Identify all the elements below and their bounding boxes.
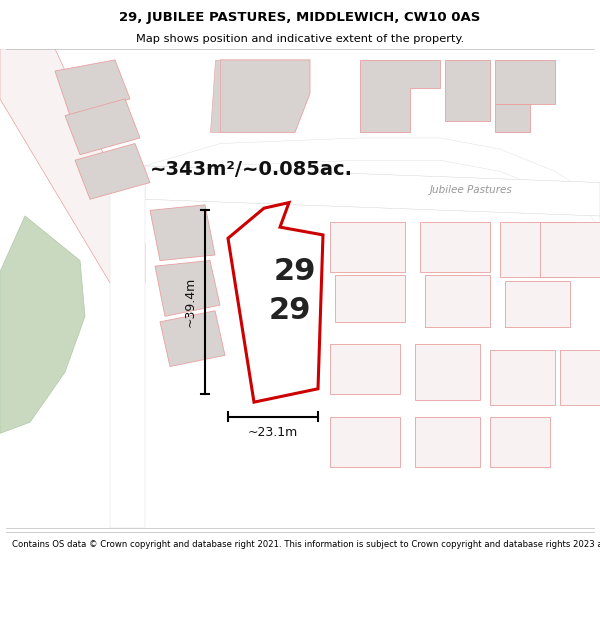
Polygon shape	[145, 138, 600, 227]
Polygon shape	[330, 417, 400, 467]
Text: Jubilee Pastures: Jubilee Pastures	[430, 186, 513, 196]
Polygon shape	[150, 205, 215, 261]
Polygon shape	[330, 221, 405, 272]
Polygon shape	[160, 311, 225, 366]
Polygon shape	[55, 60, 130, 116]
Polygon shape	[210, 60, 220, 132]
Polygon shape	[505, 281, 570, 328]
Text: 29, JUBILEE PASTURES, MIDDLEWICH, CW10 0AS: 29, JUBILEE PASTURES, MIDDLEWICH, CW10 0…	[119, 11, 481, 24]
Polygon shape	[540, 221, 600, 278]
Polygon shape	[75, 144, 150, 199]
Polygon shape	[335, 275, 405, 322]
Polygon shape	[495, 104, 530, 132]
Polygon shape	[495, 60, 555, 104]
Polygon shape	[155, 261, 220, 316]
Polygon shape	[425, 275, 490, 328]
Polygon shape	[65, 99, 140, 154]
Polygon shape	[228, 202, 323, 402]
Text: 29: 29	[269, 296, 311, 325]
Polygon shape	[110, 166, 145, 528]
Polygon shape	[490, 350, 555, 406]
Polygon shape	[0, 49, 145, 283]
Polygon shape	[500, 221, 575, 278]
Polygon shape	[490, 417, 550, 467]
Polygon shape	[560, 350, 600, 406]
Text: Contains OS data © Crown copyright and database right 2021. This information is : Contains OS data © Crown copyright and d…	[12, 540, 600, 549]
Polygon shape	[415, 417, 480, 467]
Polygon shape	[360, 60, 440, 132]
Polygon shape	[145, 166, 600, 216]
Text: ~39.4m: ~39.4m	[184, 278, 197, 328]
Polygon shape	[220, 60, 310, 132]
Polygon shape	[0, 216, 85, 433]
Text: ~23.1m: ~23.1m	[248, 426, 298, 439]
Polygon shape	[420, 221, 490, 272]
Text: ~343m²/~0.085ac.: ~343m²/~0.085ac.	[150, 159, 353, 179]
Text: 29: 29	[273, 258, 316, 286]
Text: Map shows position and indicative extent of the property.: Map shows position and indicative extent…	[136, 34, 464, 44]
Polygon shape	[445, 60, 490, 121]
Polygon shape	[415, 344, 480, 400]
Polygon shape	[330, 344, 400, 394]
